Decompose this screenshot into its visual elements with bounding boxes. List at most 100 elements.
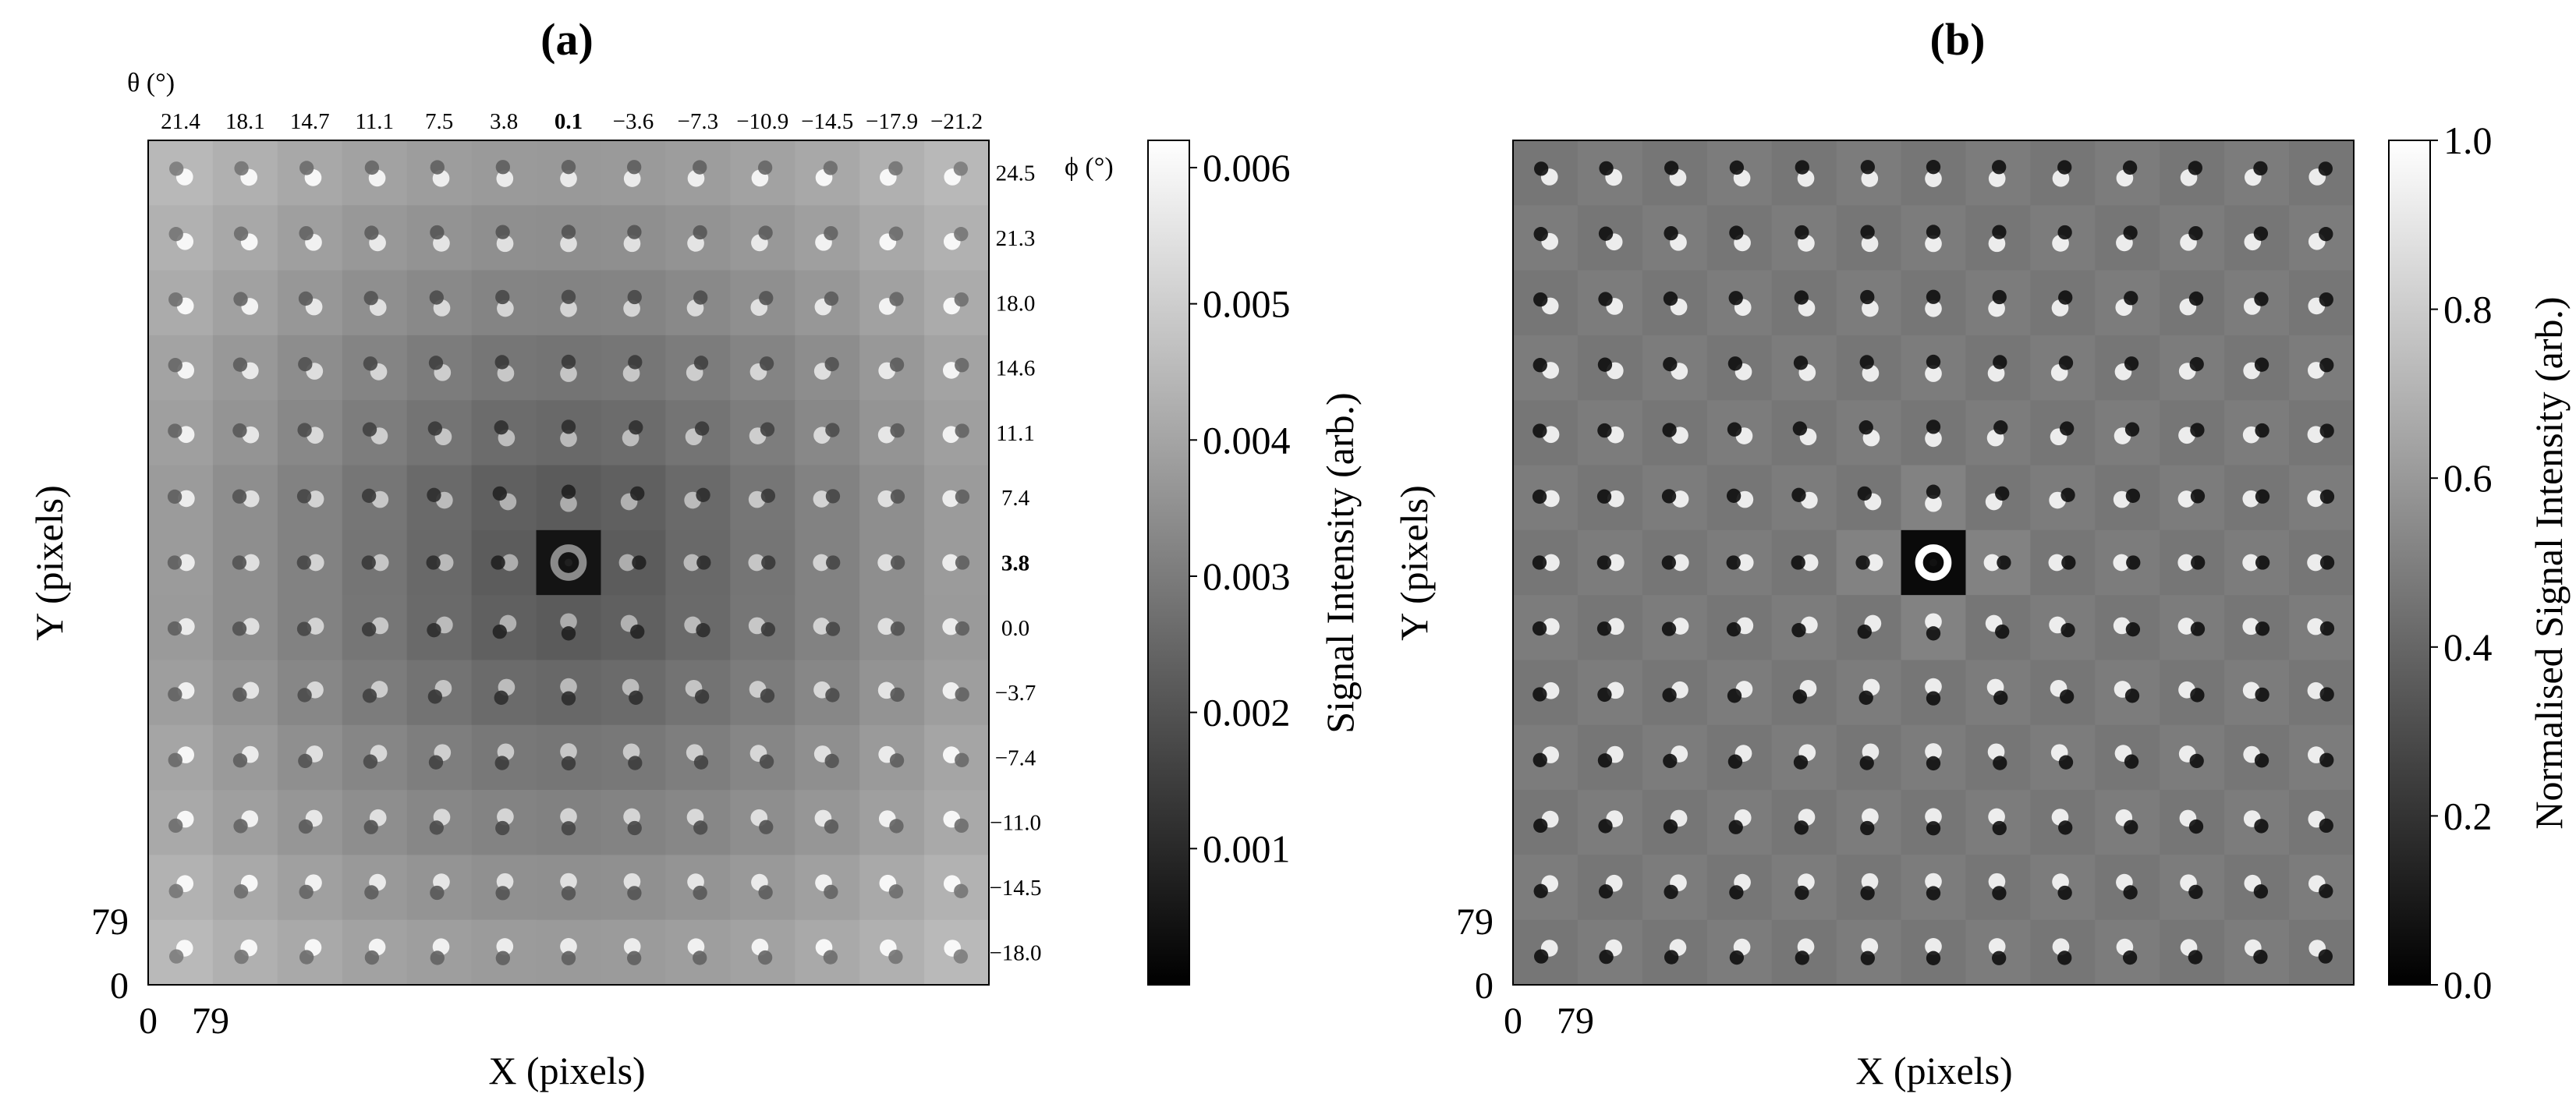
spot xyxy=(495,938,514,965)
panel-b-y-tick-0: 0 xyxy=(1475,965,1494,1007)
spot xyxy=(495,808,514,836)
spot xyxy=(687,873,707,901)
spot xyxy=(1792,679,1817,704)
spot xyxy=(942,489,970,508)
spot xyxy=(1925,419,1942,448)
colorbar-tick-label: 0.0 xyxy=(2443,963,2493,1007)
panel-b-title: (b) xyxy=(1930,14,1986,65)
spot xyxy=(168,292,194,315)
spot xyxy=(1925,873,1942,901)
spot xyxy=(1858,420,1880,447)
spot xyxy=(814,809,839,834)
spot xyxy=(1726,488,1754,508)
spot xyxy=(813,618,841,636)
spot xyxy=(2177,618,2206,636)
spot xyxy=(749,681,775,703)
spot xyxy=(1988,808,2007,836)
spot xyxy=(1925,613,1942,641)
spot xyxy=(168,810,194,834)
spot xyxy=(2114,681,2140,703)
spot xyxy=(1533,292,1559,315)
panel-a-phi-label: ϕ (°) xyxy=(1065,153,1114,182)
panel-a-plot xyxy=(148,140,990,986)
spot xyxy=(1663,745,1688,769)
phi-tick: 7.4 xyxy=(1001,486,1030,511)
spot xyxy=(297,423,324,444)
spot xyxy=(2243,357,2270,380)
panel-a-y-tick-0: 0 xyxy=(110,965,129,1007)
spot xyxy=(1532,554,1560,572)
spot xyxy=(299,225,322,251)
spot xyxy=(2242,618,2270,636)
spot xyxy=(751,938,773,965)
spot xyxy=(168,423,195,444)
spot xyxy=(492,486,517,511)
spot xyxy=(362,422,388,444)
spot xyxy=(2178,356,2204,380)
theta-tick: −7.3 xyxy=(678,109,719,134)
spot xyxy=(364,225,386,252)
spot xyxy=(748,617,776,637)
spot xyxy=(1987,743,2007,770)
spot xyxy=(2243,745,2270,768)
spot xyxy=(2116,160,2138,187)
spot xyxy=(686,744,709,770)
spot xyxy=(751,160,773,187)
theta-tick: −3.6 xyxy=(613,109,654,134)
spot xyxy=(298,809,323,834)
spot xyxy=(943,746,969,767)
spot xyxy=(2307,489,2335,508)
spot xyxy=(814,291,839,316)
spot xyxy=(2051,809,2073,835)
spot xyxy=(942,681,969,702)
spot xyxy=(233,292,259,315)
spot xyxy=(2308,875,2333,899)
spot xyxy=(495,289,514,317)
spot xyxy=(879,226,904,251)
spot xyxy=(494,678,516,705)
colorbar-tick-label: 1.0 xyxy=(2443,119,2493,162)
spot xyxy=(560,873,577,901)
spot xyxy=(813,681,840,703)
phi-tick: 14.6 xyxy=(996,356,1036,381)
spot xyxy=(299,939,322,965)
spot xyxy=(2179,291,2204,316)
spot xyxy=(1532,358,1559,379)
spot xyxy=(813,489,841,508)
spot xyxy=(623,938,642,965)
spot xyxy=(560,808,577,836)
spot xyxy=(1860,808,1879,836)
spot xyxy=(623,808,642,836)
spot xyxy=(2307,681,2334,702)
spot xyxy=(2178,681,2205,703)
panel-b-frame xyxy=(1512,140,2355,986)
spot xyxy=(298,356,324,380)
spot xyxy=(1597,681,1625,703)
spot xyxy=(2048,554,2076,572)
spot xyxy=(1599,939,1623,965)
spot xyxy=(232,745,259,768)
spot xyxy=(2051,290,2073,317)
phi-tick: 11.1 xyxy=(996,421,1035,446)
spot xyxy=(1795,938,1815,965)
spot xyxy=(878,292,904,315)
spot xyxy=(751,873,773,900)
spot xyxy=(942,554,970,572)
spot xyxy=(167,554,195,572)
spot xyxy=(363,291,387,317)
spot xyxy=(299,874,322,900)
spot xyxy=(2116,225,2138,252)
panel-a-x-tick-0: 0 xyxy=(139,1000,158,1042)
spot xyxy=(2052,225,2072,252)
spot xyxy=(620,614,645,639)
panel-a-colorbar-ticks: 0.001 0.002 0.003 0.004 0.005 0.006 xyxy=(1189,146,1291,870)
spot xyxy=(1988,160,2007,187)
spot xyxy=(491,554,519,572)
spot xyxy=(560,354,577,382)
spot xyxy=(942,618,970,636)
panel-a-frame xyxy=(147,140,990,986)
spot xyxy=(684,616,710,638)
phi-tick: −11.0 xyxy=(990,811,1041,836)
spot xyxy=(618,554,647,572)
spot xyxy=(1915,544,1952,581)
